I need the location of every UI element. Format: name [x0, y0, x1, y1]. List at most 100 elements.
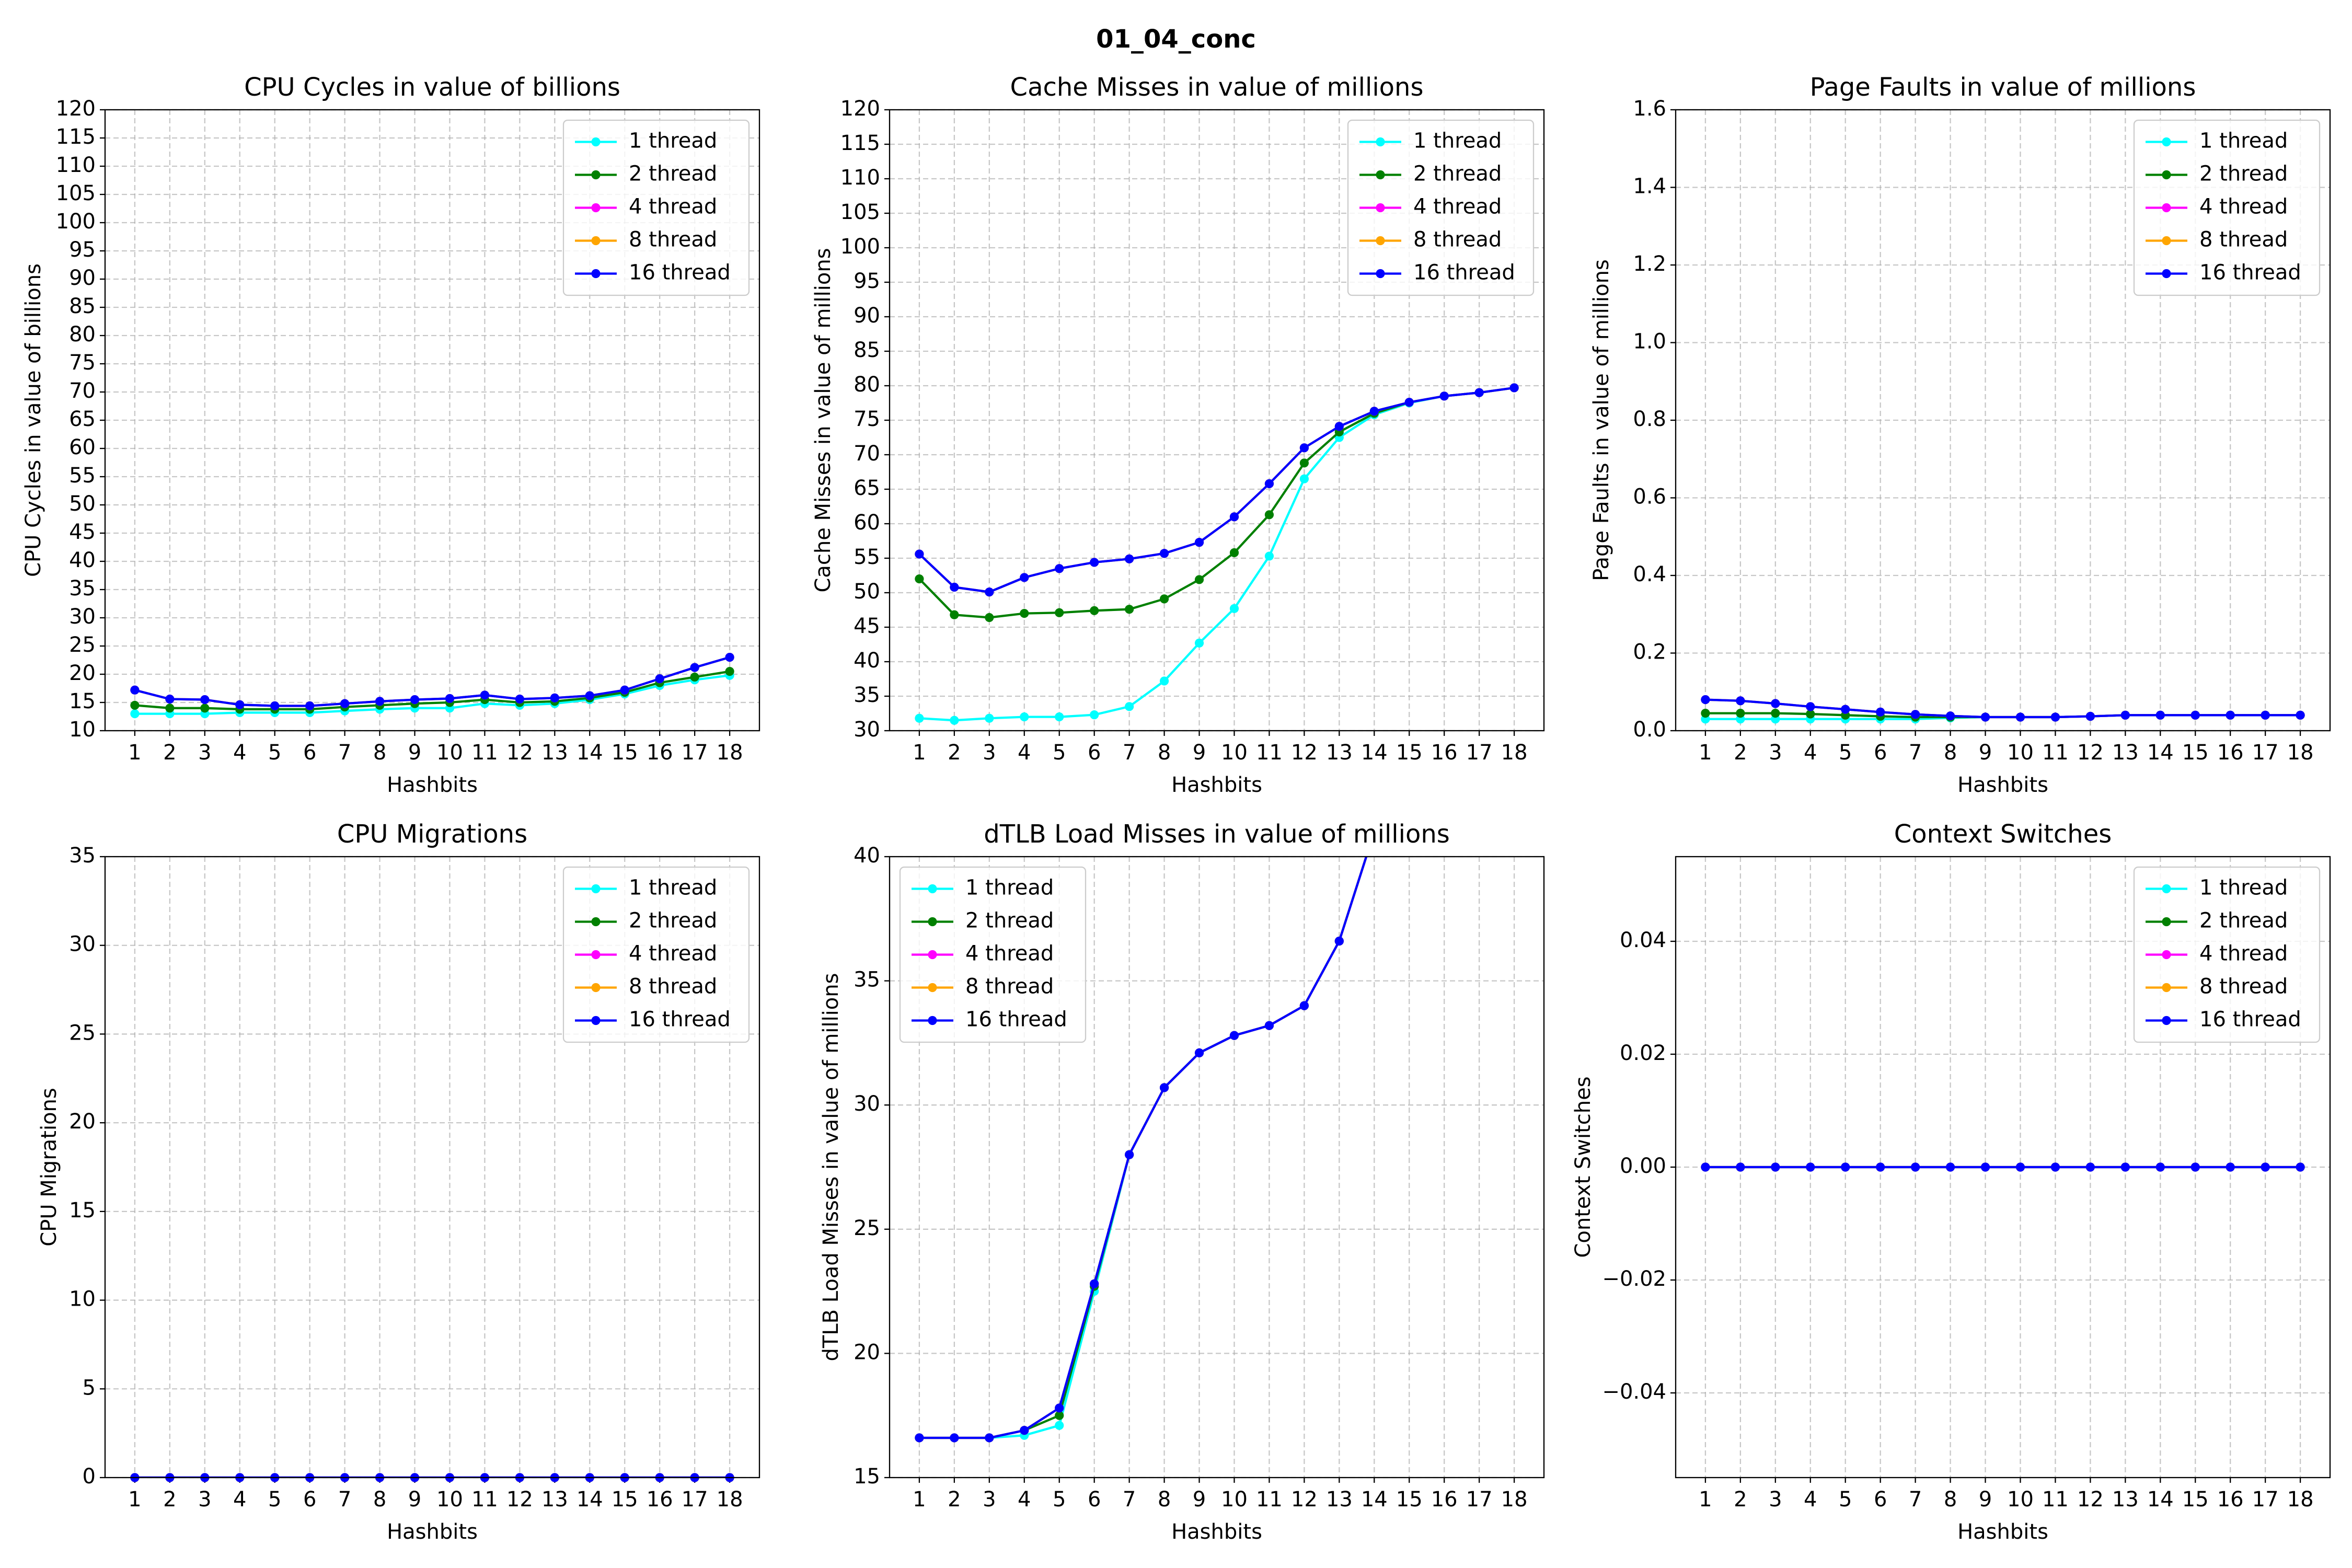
data-point — [985, 1433, 994, 1443]
data-point — [620, 685, 629, 695]
data-point — [2226, 710, 2235, 720]
x-tick-label: 1 — [913, 1488, 926, 1512]
x-tick-label: 11 — [1256, 741, 1283, 765]
legend-marker — [1376, 203, 1385, 213]
data-point — [1055, 712, 1064, 722]
x-tick-label: 17 — [682, 1488, 708, 1512]
x-tick-label: 3 — [983, 1488, 996, 1512]
series-line — [919, 857, 1368, 1439]
x-tick-label: 15 — [1396, 1488, 1423, 1512]
data-point — [1229, 512, 1239, 522]
data-point — [2261, 1162, 2270, 1172]
data-point — [1334, 422, 1344, 431]
y-tick-label: 40 — [854, 844, 880, 868]
figure-title: 01_04_conc — [1096, 25, 1256, 54]
y-axis-label: CPU Migrations — [37, 1088, 61, 1246]
data-point — [950, 716, 959, 725]
data-point — [1945, 1162, 1955, 1172]
y-tick-label: 30 — [854, 718, 880, 742]
y-tick-label: 15 — [854, 1465, 880, 1489]
x-tick-label: 3 — [198, 741, 211, 765]
x-tick-label: 10 — [1221, 1488, 1248, 1512]
data-point — [1264, 510, 1274, 520]
legend-marker — [2162, 203, 2171, 213]
data-point — [2226, 1162, 2235, 1172]
data-point — [1125, 1150, 1134, 1159]
y-tick-label: 110 — [56, 153, 96, 177]
x-tick-label: 6 — [1088, 741, 1101, 765]
legend-marker — [1376, 236, 1385, 246]
data-point — [1229, 604, 1239, 613]
x-axis-label: Hashbits — [1957, 773, 2048, 797]
y-tick-label: 10 — [69, 718, 96, 742]
subplot: Page Faults in value of millions 0.0 0.2 0.… — [1589, 73, 2331, 797]
y-tick-label: 85 — [854, 338, 880, 362]
data-point — [2120, 710, 2130, 720]
x-tick-label: 4 — [1018, 741, 1031, 765]
data-point — [1125, 554, 1134, 563]
data-point — [270, 701, 280, 711]
legend-label: 1 thread — [965, 876, 1054, 900]
legend: 1 thread 2 thread 4 thread 8 thread 16 threa… — [2133, 119, 2321, 296]
data-point — [1474, 388, 1484, 397]
legend-marker — [1376, 269, 1385, 279]
x-tick-label: 10 — [436, 1488, 463, 1512]
data-point — [1439, 391, 1449, 401]
data-point — [1736, 696, 1745, 706]
legend-marker — [591, 203, 601, 213]
data-point — [1159, 549, 1169, 558]
legend-label: 16 thread — [965, 1008, 1067, 1032]
data-point — [1299, 443, 1309, 453]
data-point — [1229, 1031, 1239, 1040]
legend-label: 4 thread — [965, 942, 1054, 966]
legend-marker — [2162, 917, 2171, 927]
y-tick-label: 70 — [854, 442, 880, 466]
data-point — [1229, 548, 1239, 558]
data-point — [2015, 1162, 2025, 1172]
data-point — [1369, 407, 1379, 416]
legend-label: 8 thread — [629, 228, 717, 252]
data-point — [2050, 1162, 2060, 1172]
y-tick-label: 0.00 — [1620, 1154, 1666, 1178]
x-tick-label: 1 — [913, 741, 926, 765]
subplot: dTLB Load Misses in value of millions152… — [819, 820, 1545, 1544]
x-tick-label: 11 — [2042, 741, 2069, 765]
data-point — [200, 695, 210, 705]
data-point — [725, 667, 734, 676]
x-tick-label: 14 — [1361, 1488, 1388, 1512]
subplot-title: dTLB Load Misses in value of millions — [984, 820, 1450, 849]
data-point — [1020, 573, 1029, 582]
x-tick-label: 18 — [2287, 741, 2314, 765]
data-point — [1159, 594, 1169, 604]
y-tick-label: 1.4 — [1633, 175, 1666, 199]
legend-label: 2 thread — [2199, 162, 2288, 186]
x-tick-label: 5 — [268, 1488, 281, 1512]
legend-marker — [928, 917, 937, 927]
data-point — [1806, 1162, 1815, 1172]
x-axis-label: Hashbits — [1957, 1520, 2048, 1544]
x-tick-label: 9 — [408, 1488, 421, 1512]
data-point — [2190, 710, 2200, 720]
legend-marker — [591, 137, 601, 147]
plot-frame — [1675, 109, 2331, 732]
y-axis-label: dTLB Load Misses in value of millions — [819, 973, 843, 1362]
y-tick-label: 50 — [69, 492, 96, 516]
x-tick-label: 15 — [612, 1488, 638, 1512]
data-point — [1876, 1162, 1885, 1172]
data-point — [340, 699, 350, 708]
data-point — [480, 690, 490, 700]
legend-marker — [928, 1016, 937, 1025]
data-point — [2155, 710, 2165, 720]
x-tick-label: 12 — [1291, 741, 1318, 765]
x-tick-label: 13 — [1326, 1488, 1353, 1512]
data-point — [1264, 551, 1274, 561]
x-tick-label: 10 — [436, 741, 463, 765]
x-tick-label: 4 — [233, 741, 246, 765]
data-point — [305, 701, 315, 711]
x-tick-label: 7 — [338, 741, 351, 765]
y-tick-label: 30 — [69, 605, 96, 629]
y-axis-label: CPU Cycles in value of billions — [21, 263, 45, 577]
series-line — [134, 674, 730, 715]
y-tick-label: 80 — [854, 373, 880, 397]
data-point — [950, 582, 959, 592]
